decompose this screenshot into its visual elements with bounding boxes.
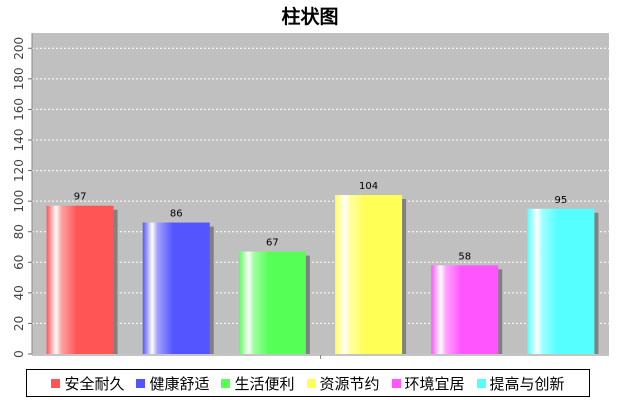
- legend-item: 提高与创新: [476, 373, 565, 394]
- y-tick-label: 180: [12, 67, 26, 90]
- legend-item: 健康舒适: [136, 373, 209, 394]
- y-tick-label: 0: [12, 350, 26, 358]
- bar-value-label: 58: [458, 251, 471, 262]
- y-tick-label: 120: [12, 159, 26, 182]
- legend-swatch: [476, 378, 486, 388]
- legend-swatch: [391, 378, 401, 388]
- legend-item: 环境宜居: [391, 373, 465, 394]
- legend-swatch: [51, 378, 61, 388]
- gridlines: [32, 47, 609, 324]
- plot-area: [32, 33, 609, 354]
- legend-label: 安全耐久: [64, 374, 125, 393]
- legend-label: 生活便利: [234, 374, 295, 393]
- chart-title: 柱状图: [281, 6, 339, 28]
- bars: [46, 195, 599, 354]
- bar-2: [142, 222, 210, 354]
- bar-5: [431, 265, 499, 354]
- data-labels: 97 86 67 104 58 95: [74, 181, 568, 262]
- legend-item: 安全耐久: [51, 373, 124, 394]
- bar-value-label: 104: [359, 181, 378, 192]
- legend: 安全耐久 健康舒适 生活便利 资源节约 环境宜居 提高与创新: [26, 369, 590, 397]
- bar-value-label: 95: [555, 195, 568, 206]
- legend-item: 资源节约: [306, 373, 380, 394]
- y-tick-label: 80: [12, 224, 26, 239]
- y-tick-label: 60: [12, 255, 26, 270]
- bar-value-label: 97: [74, 192, 87, 203]
- bar-4: [335, 195, 403, 354]
- bar-6: [527, 208, 595, 354]
- bar-1: [46, 205, 114, 354]
- y-tick-label: 20: [12, 316, 26, 331]
- legend-label: 环境宜居: [404, 374, 465, 393]
- legend-label: 资源节约: [319, 374, 380, 393]
- y-tick-label: 100: [12, 190, 26, 213]
- legend-swatch: [136, 378, 146, 388]
- axes: 0 20 40 60 80 100 120 140 160 180 200: [12, 33, 609, 359]
- bar-value-label: 67: [266, 238, 279, 249]
- bar-value-label: 86: [170, 209, 183, 220]
- legend-item: 生活便利: [221, 373, 295, 394]
- y-tick-label: 160: [12, 98, 26, 121]
- y-tick-label: 200: [12, 37, 26, 60]
- bar-3: [238, 251, 306, 354]
- legend-swatch: [221, 378, 231, 388]
- y-tick-label: 140: [12, 129, 26, 152]
- y-tick-label: 40: [12, 285, 26, 300]
- legend-label: 健康舒适: [149, 374, 210, 393]
- legend-swatch: [306, 378, 316, 388]
- legend-label: 提高与创新: [489, 374, 565, 393]
